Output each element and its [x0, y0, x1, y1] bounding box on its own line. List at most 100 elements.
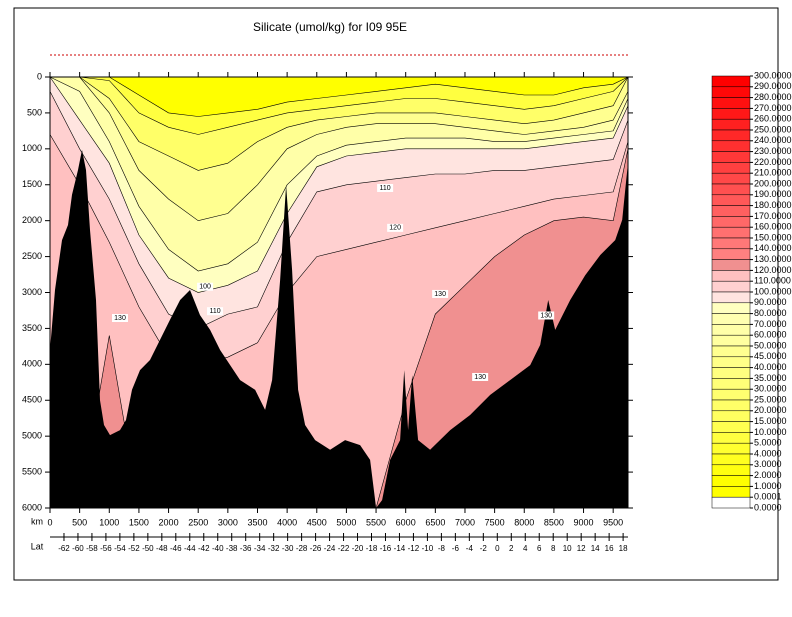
chart-title: Silicate (umol/kg) for I09 95E [253, 20, 407, 34]
contour-line [50, 76, 629, 135]
contour-label-bg [197, 282, 214, 291]
x2-tick-label: -22 [338, 544, 350, 553]
x2-tick-label: 6 [537, 544, 542, 553]
contour-label: 120 [389, 225, 401, 232]
contour-label-bg [432, 289, 449, 298]
x2-tick-label: -48 [156, 544, 168, 553]
x2-tick-label: -30 [282, 544, 294, 553]
x2-tick-label: -58 [86, 544, 98, 553]
colorbar-label: 1.0000 [754, 481, 782, 491]
x2-tick-label: -34 [254, 544, 266, 553]
x-tick-label: 4000 [277, 517, 297, 527]
colorbar-swatch [711, 108, 751, 120]
x2-axis-label: Lat [31, 541, 44, 551]
x-tick-label: 9500 [603, 517, 623, 527]
x-tick-label: 7000 [455, 517, 475, 527]
x2-tick-label: -52 [128, 544, 140, 553]
colorbar-swatch [711, 140, 751, 152]
x-tick-label: 8000 [514, 517, 534, 527]
x2-tick-label: -42 [198, 544, 210, 553]
x-tick-label: 3000 [218, 517, 238, 527]
contour-line [49, 134, 629, 365]
x-tick-label: 4500 [307, 517, 327, 527]
x2-tick-label: 2 [509, 544, 514, 553]
colorbar-swatch [711, 475, 751, 487]
x2-tick-label: -40 [212, 544, 224, 553]
colorbar-label: 4.0000 [754, 448, 782, 458]
y-tick-label: 4500 [22, 395, 42, 405]
colorbar-label: 50.0000 [754, 340, 787, 350]
x2-tick-label: -60 [72, 544, 84, 553]
x-tick-label: 6000 [396, 517, 416, 527]
x2-tick-label: -14 [394, 544, 406, 553]
colorbar-label: 220.0000 [754, 157, 792, 167]
colorbar-label: 120.0000 [754, 265, 792, 275]
colorbar-swatch [711, 399, 751, 412]
colorbar-label: 140.0000 [754, 243, 792, 253]
x2-tick-label: -54 [114, 544, 126, 553]
contour-label: 130 [474, 374, 486, 381]
contour-label-bg [112, 314, 129, 323]
x-tick-label: 7500 [485, 517, 505, 527]
y-tick-label: 4000 [22, 359, 42, 369]
colorbar-swatch [711, 453, 751, 466]
x2-tick-label: 0 [495, 544, 500, 553]
colorbar-swatch [711, 183, 751, 196]
y-tick-label: 500 [27, 107, 42, 117]
colorbar-label: 20.0000 [754, 405, 787, 415]
x2-tick-label: -4 [466, 544, 474, 553]
colorbar-label: 10.0000 [754, 427, 787, 437]
y-tick-label: 3000 [22, 287, 42, 297]
x2-tick-label: -6 [452, 544, 460, 553]
x-tick-label: 9000 [574, 517, 594, 527]
colorbar-label: 150.0000 [754, 232, 792, 242]
x2-tick-label: -44 [184, 544, 196, 553]
colorbar-label: 230.0000 [754, 146, 792, 156]
contour-label: 130 [114, 315, 126, 322]
x2-tick-label: -62 [58, 544, 70, 553]
y-tick-label: 5000 [22, 431, 42, 441]
colorbar-swatch [711, 432, 751, 444]
y-tick-label: 5500 [22, 466, 42, 476]
x2-tick-label: -32 [268, 544, 280, 553]
colorbar-label: 280.0000 [754, 92, 792, 102]
colorbar-swatch [711, 205, 751, 217]
x2-tick-label: -50 [142, 544, 154, 553]
colorbar-swatch [711, 86, 751, 98]
x2-tick-label: 18 [619, 544, 628, 553]
colorbar-swatch [711, 237, 751, 250]
colorbar-label: 300.0000 [754, 70, 792, 80]
colorbar-swatch [711, 75, 751, 88]
colorbar-label: 290.0000 [754, 81, 792, 91]
colorbar-label: 3.0000 [754, 459, 782, 469]
x2-tick-label: -56 [100, 544, 112, 553]
x2-tick-label: -12 [408, 544, 420, 553]
x2-tick-label: 8 [551, 544, 556, 553]
colorbar-label: 35.0000 [754, 373, 787, 383]
plot-area: 130 130 120 110 100 110 130 130 [49, 76, 629, 509]
contour-label: 100 [199, 284, 211, 291]
colorbar-swatch [711, 259, 751, 271]
contour-label-bg [377, 183, 394, 192]
colorbar-swatch [711, 496, 751, 509]
x2-tick-label: -36 [240, 544, 252, 553]
x2-tick-label: -10 [422, 544, 434, 553]
colorbar-label: 200.0000 [754, 178, 792, 188]
colorbar-swatch [711, 464, 751, 476]
bathymetry [50, 149, 628, 508]
x-tick-label: 5500 [366, 517, 386, 527]
colorbar-label: 40.0000 [754, 362, 787, 372]
colorbar-swatch [711, 486, 751, 498]
colorbar-swatch [711, 356, 751, 368]
x-tick-label: 6500 [425, 517, 445, 527]
x2-tick-label: -8 [438, 544, 446, 553]
contour-label-bg [472, 372, 489, 381]
colorbar-label: 15.0000 [754, 416, 787, 426]
contour-label: 110 [380, 185, 391, 192]
x2-tick-label: -24 [324, 544, 336, 553]
contour-label-bg [387, 223, 404, 232]
colorbar-label: 130.0000 [754, 254, 792, 264]
contour-line [49, 76, 629, 293]
x2-tick-label: -16 [380, 544, 392, 553]
